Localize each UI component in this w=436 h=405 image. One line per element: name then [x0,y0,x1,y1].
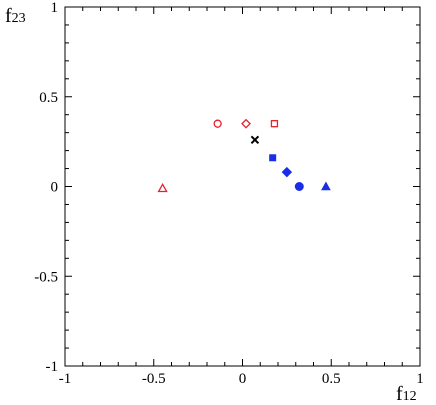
y-tick-label: -0.5 [34,269,58,285]
x-tick-label: -1 [59,371,72,387]
x-tick-label: 0 [239,371,247,387]
x-axis-label: f12 [396,383,417,405]
x-tick-label: 1 [416,371,424,387]
data-point-triangle-open [157,182,168,193]
data-point-square-filled [269,154,277,162]
data-point-diamond-open [241,118,251,129]
plot-frame [64,6,421,367]
tick-labels: -1 -0.5 0 0.5 1 -1 -0.5 0 0.5 1 [34,0,424,387]
tick-marks [64,6,421,367]
data-point-triangle-filled [321,181,331,191]
y-tick-label: 0.5 [39,90,58,106]
y-axis-label: f23 [5,5,26,27]
x-tick-label: -0.5 [142,371,166,387]
data-point-diamond-filled [281,166,293,178]
y-tick-label: 0 [51,180,59,196]
data-point-circle-open [213,119,222,128]
data-point-cross [250,135,260,145]
data-point-square-open [270,120,279,128]
data-points [157,118,331,193]
data-point-circle-filled [294,182,304,191]
y-tick-label: -1 [46,359,59,375]
x-tick-label: 0.5 [322,371,341,387]
y-tick-label: 1 [51,0,59,16]
